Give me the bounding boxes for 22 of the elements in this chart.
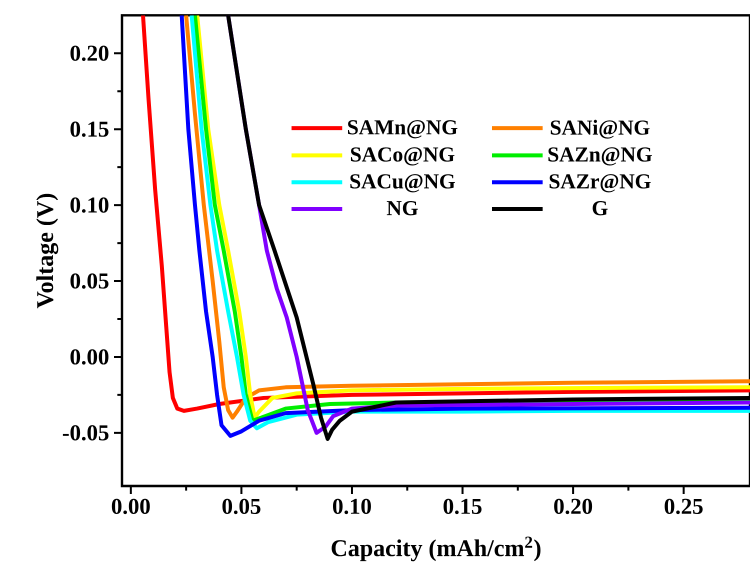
x-axis-title: Capacity (mAh/cm$^{2}$) [332, 536, 540, 562]
legend-label: G [592, 201, 608, 216]
x-tick-label: 0.20 [554, 498, 592, 514]
x-tick-label: 0.00 [112, 498, 150, 514]
x-tick-label: 0.05 [222, 498, 260, 514]
legend-label: SANi@NG [550, 120, 650, 139]
legend-label: SAMn@NG [348, 120, 458, 138]
y-tick-label: 0.00 [70, 349, 108, 365]
legend-label: NG [386, 201, 418, 216]
legend-label: SACu@NG [350, 174, 456, 192]
y-tick-label: 0.15 [70, 122, 108, 137]
legend-label: SAZn@NG [548, 147, 652, 166]
legend-label: SACo@NG [350, 147, 454, 166]
y-tick-label: 0.05 [70, 273, 108, 289]
legend-label: SAZr@NG [550, 174, 651, 192]
y-tick-label: -0.05 [62, 425, 108, 441]
y-tick-label: 0.10 [70, 197, 108, 213]
y-axis-title: Voltage (V) [36, 194, 58, 308]
x-tick-label: 0.10 [332, 498, 371, 514]
x-tick-label: 0.25 [664, 498, 703, 514]
x-tick-label: 0.15 [444, 498, 482, 514]
y-tick-label: 0.20 [70, 46, 108, 61]
